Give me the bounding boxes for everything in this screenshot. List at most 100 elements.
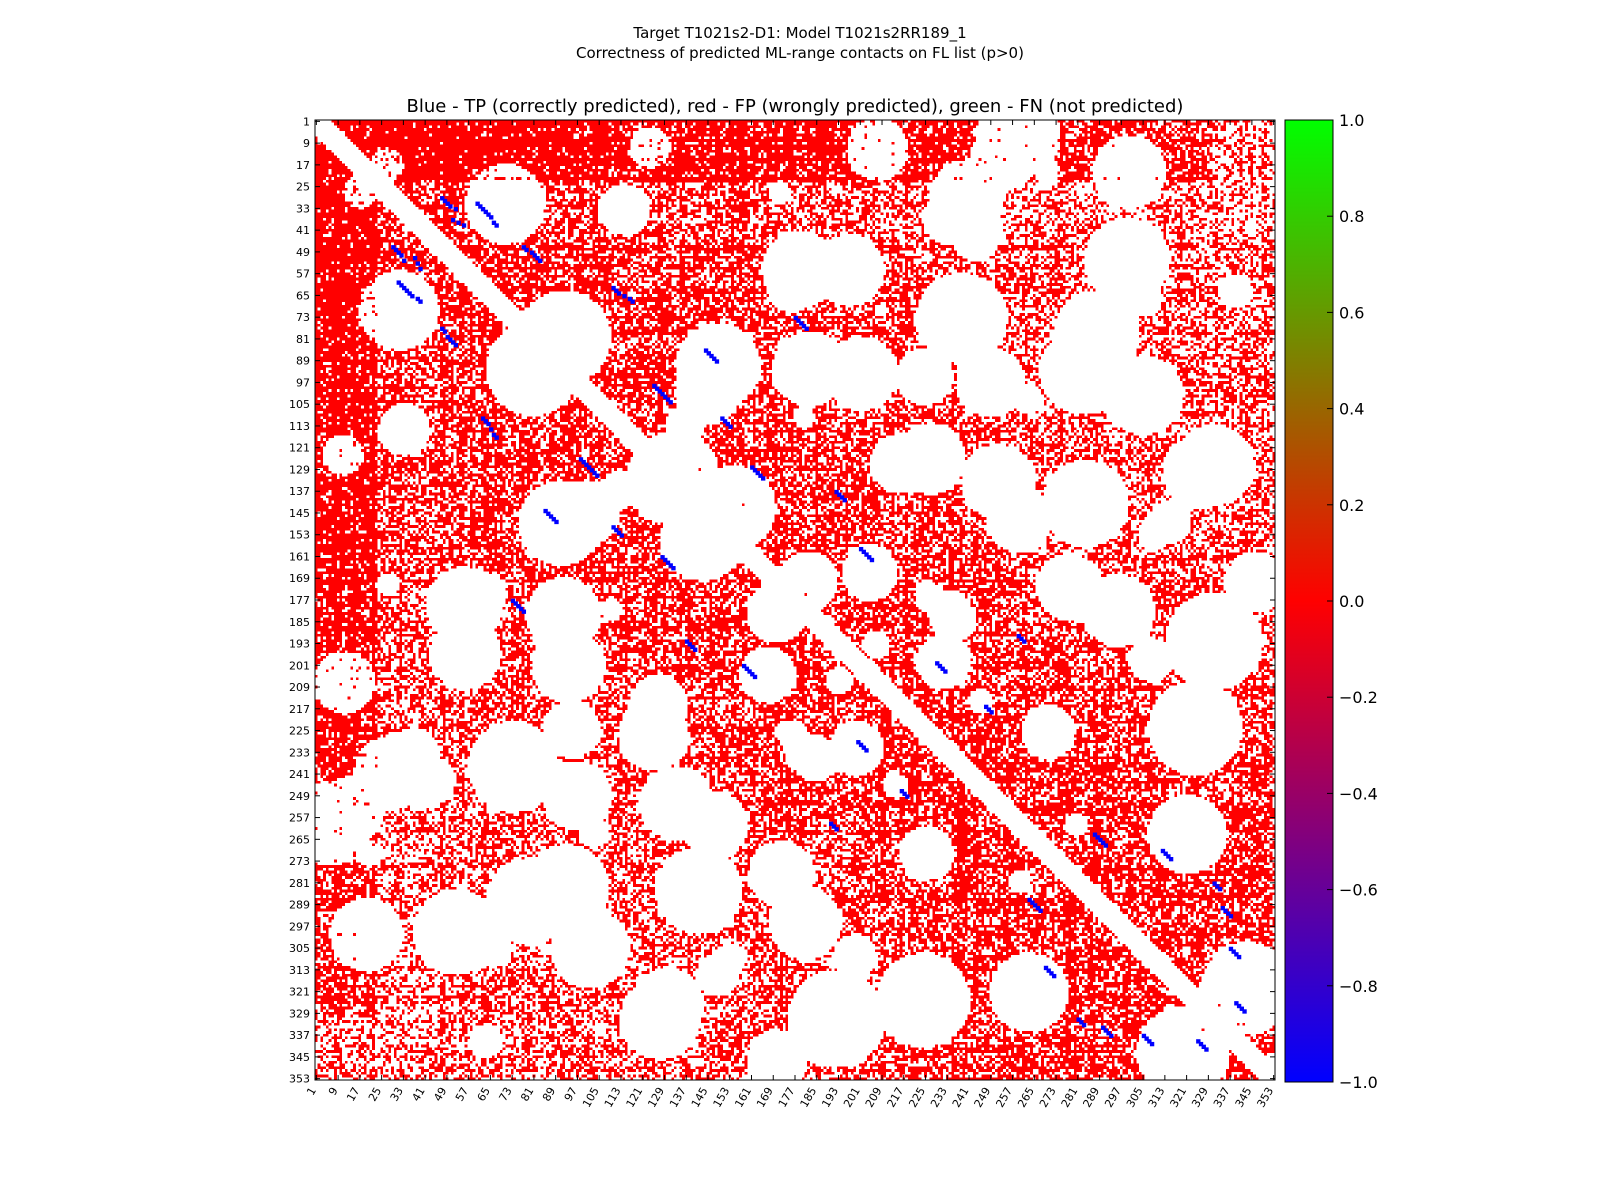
- tp-contact-cell: [1022, 639, 1027, 644]
- tp-contact-cell: [489, 427, 494, 432]
- tp-contact-cell: [828, 821, 834, 826]
- tp-contact-cell: [396, 250, 401, 255]
- tp-contact-cell: [663, 557, 668, 563]
- y-tick-label: 233: [289, 746, 310, 759]
- x-tick-label: 17: [344, 1085, 362, 1104]
- tp-contact-cell: [1228, 914, 1234, 919]
- y-tick-label: 353: [289, 1073, 310, 1086]
- tp-contact-cell: [445, 201, 450, 206]
- tp-contact-cell: [1100, 1025, 1106, 1030]
- tp-contact-cell: [1204, 1047, 1209, 1052]
- x-tick-label: 89: [540, 1085, 558, 1104]
- tp-contact-cell: [1109, 1033, 1114, 1039]
- tp-contact-cell: [1236, 1003, 1242, 1009]
- chart-title: Blue - TP (correctly predicted), red - F…: [407, 96, 1184, 117]
- tp-contact-cell: [799, 321, 804, 326]
- tp-contact-cell: [758, 473, 763, 478]
- tp-contact-cell: [1147, 1039, 1152, 1044]
- tp-contact-cell: [793, 315, 798, 321]
- y-tick-label: 241: [289, 768, 310, 781]
- tp-contact-cell: [532, 253, 537, 258]
- tp-contact-cell: [535, 255, 540, 261]
- tp-contact-cell: [616, 530, 622, 536]
- tp-contact-cell: [1196, 1039, 1201, 1044]
- colorbar-tick-label: 0.0: [1339, 592, 1364, 611]
- tp-contact-cell: [480, 207, 486, 212]
- tp-contact-cell: [1163, 851, 1168, 856]
- tp-contact-cell: [1201, 1044, 1206, 1049]
- tp-contact-cell: [741, 663, 747, 669]
- tp-contact-cell: [899, 789, 905, 794]
- x-tick-label: 25: [366, 1085, 384, 1104]
- tp-contact-cell: [450, 217, 456, 223]
- tp-contact-cell: [1035, 905, 1041, 911]
- heatmap-cells: [315, 120, 1275, 1080]
- tp-contact-cell: [1231, 949, 1236, 954]
- x-tick-label: 81: [518, 1085, 536, 1104]
- y-tick-label: 169: [289, 572, 310, 585]
- y-tick-label: 281: [289, 877, 310, 890]
- tp-contact-cell: [671, 566, 676, 571]
- colorbar-tick-label: 0.4: [1339, 400, 1364, 419]
- tp-contact-cell: [521, 609, 527, 614]
- tp-contact-cell: [839, 495, 845, 500]
- tp-contact-cell: [703, 348, 709, 353]
- tp-contact-cell: [1038, 908, 1043, 914]
- colorbar-tick-label: −0.2: [1339, 688, 1378, 707]
- tp-contact-cell: [684, 639, 690, 644]
- colorbar-tick-label: −0.6: [1339, 881, 1378, 900]
- tp-contact-cell: [410, 294, 415, 299]
- tp-contact-cell: [516, 604, 521, 609]
- tp-contact-cell: [1215, 884, 1220, 889]
- tp-contact-cell: [391, 245, 396, 250]
- tp-contact-cell: [1149, 1041, 1155, 1047]
- y-tick-label: 345: [289, 1051, 310, 1064]
- x-tick-label: 49: [431, 1085, 449, 1104]
- colorbar: [1284, 119, 1334, 1083]
- y-tick-label: 41: [296, 224, 310, 237]
- colorbar-tick-label: −1.0: [1339, 1073, 1378, 1092]
- tp-contact-cell: [752, 468, 758, 473]
- true-positive-contacts: [391, 196, 1247, 1052]
- tp-contact-cell: [668, 400, 673, 405]
- y-tick-label: 33: [296, 202, 310, 215]
- tp-contact-cell: [614, 527, 619, 533]
- y-tick-label: 193: [289, 638, 310, 651]
- y-tick-label: 89: [296, 355, 310, 368]
- x-tick-label: 33: [388, 1085, 406, 1104]
- y-tick-label: 9: [303, 137, 310, 150]
- y-tick-label: 121: [289, 442, 310, 455]
- tp-contact-cell: [1019, 636, 1024, 642]
- tp-contact-cell: [483, 419, 488, 424]
- colorbar-tick-label: −0.4: [1339, 784, 1378, 803]
- contact-heatmap: [315, 120, 1275, 1080]
- y-tick-label: 17: [296, 159, 310, 172]
- tp-contact-cell: [801, 323, 807, 329]
- tp-contact-cell: [665, 560, 671, 565]
- tp-contact-cell: [986, 707, 992, 712]
- x-tick-label: 73: [497, 1085, 515, 1104]
- tp-contact-cell: [1217, 886, 1223, 892]
- tp-contact-cell: [725, 421, 731, 427]
- tp-contact-cell: [1223, 908, 1228, 914]
- tp-contact-cell: [712, 356, 717, 361]
- y-tick-label: 225: [289, 725, 310, 738]
- tp-contact-cell: [1081, 1022, 1087, 1028]
- y-tick-label: 105: [289, 398, 310, 411]
- tp-contact-cell: [518, 606, 524, 612]
- tp-contact-cell: [538, 258, 543, 264]
- tp-contact-cell: [486, 212, 491, 217]
- y-tick-label: 177: [289, 594, 310, 607]
- y-tick-label: 57: [296, 268, 310, 281]
- tp-contact-cell: [720, 416, 725, 421]
- y-tick-label: 201: [289, 659, 310, 672]
- tp-contact-cell: [1043, 965, 1049, 971]
- tp-contact-cell: [1079, 1020, 1084, 1025]
- y-tick-label: 185: [289, 616, 310, 629]
- tp-contact-cell: [630, 299, 635, 304]
- tp-contact-cell: [1106, 1031, 1111, 1036]
- tp-contact-cell: [693, 647, 698, 652]
- tp-contact-cell: [622, 294, 627, 299]
- tp-contact-cell: [521, 245, 527, 250]
